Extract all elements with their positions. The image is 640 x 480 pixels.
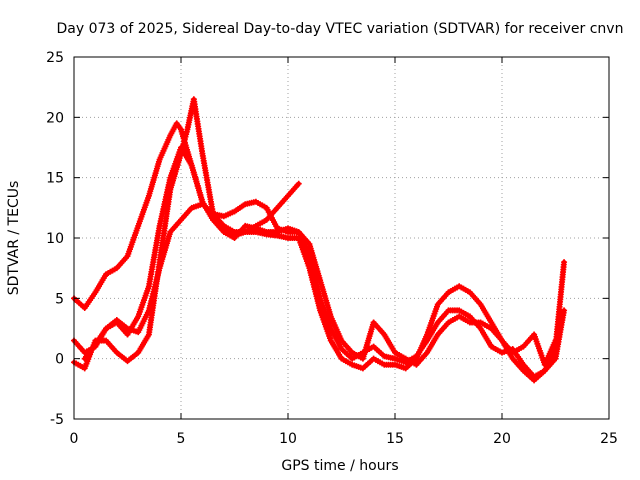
data-point (295, 180, 302, 187)
y-tick-label: 10 (46, 231, 64, 247)
y-tick-label: 15 (46, 171, 64, 187)
data-point (561, 307, 568, 314)
x-tick-label: 10 (279, 431, 297, 447)
x-tick-label: 15 (386, 431, 404, 447)
x-tick-label: 0 (70, 431, 79, 447)
x-axis-label: GPS time / hours (281, 458, 398, 474)
y-tick-label: 20 (46, 110, 64, 126)
x-tick-label: 20 (493, 431, 511, 447)
y-tick-label: -5 (50, 412, 64, 428)
y-tick-label: 5 (55, 291, 64, 307)
y-axis-label: SDTVAR / TECUs (6, 181, 22, 296)
y-tick-label: 25 (46, 50, 64, 66)
x-tick-label: 5 (177, 431, 186, 447)
chart-title: Day 073 of 2025, Sidereal Day-to-day VTE… (57, 21, 624, 37)
series-track-4 (81, 198, 559, 368)
data-point (561, 259, 568, 266)
x-tick-label: 25 (600, 431, 618, 447)
data-point (552, 337, 559, 344)
data-marks (71, 96, 568, 384)
axis-ticks: 0 5 10 15 20 25 -5 0 5 10 15 20 25 (46, 50, 618, 447)
y-tick-label: 0 (55, 352, 64, 368)
